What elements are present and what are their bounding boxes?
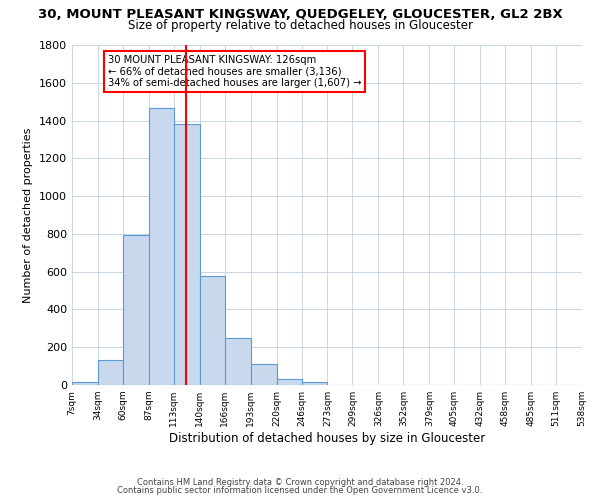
Y-axis label: Number of detached properties: Number of detached properties <box>23 128 34 302</box>
Bar <box>302 382 328 385</box>
Text: Contains public sector information licensed under the Open Government Licence v3: Contains public sector information licen… <box>118 486 482 495</box>
Text: 30, MOUNT PLEASANT KINGSWAY, QUEDGELEY, GLOUCESTER, GL2 2BX: 30, MOUNT PLEASANT KINGSWAY, QUEDGELEY, … <box>38 8 562 20</box>
Bar <box>225 338 251 385</box>
Bar <box>98 360 123 385</box>
Text: 30 MOUNT PLEASANT KINGSWAY: 126sqm
← 66% of detached houses are smaller (3,136)
: 30 MOUNT PLEASANT KINGSWAY: 126sqm ← 66%… <box>108 55 361 88</box>
Bar <box>277 380 302 385</box>
Bar <box>200 276 225 385</box>
Bar <box>174 124 200 385</box>
Bar <box>251 364 277 385</box>
Bar <box>123 235 149 385</box>
Bar <box>149 108 174 385</box>
Text: Size of property relative to detached houses in Gloucester: Size of property relative to detached ho… <box>128 19 473 32</box>
Bar <box>72 382 98 385</box>
Text: Contains HM Land Registry data © Crown copyright and database right 2024.: Contains HM Land Registry data © Crown c… <box>137 478 463 487</box>
X-axis label: Distribution of detached houses by size in Gloucester: Distribution of detached houses by size … <box>169 432 485 445</box>
